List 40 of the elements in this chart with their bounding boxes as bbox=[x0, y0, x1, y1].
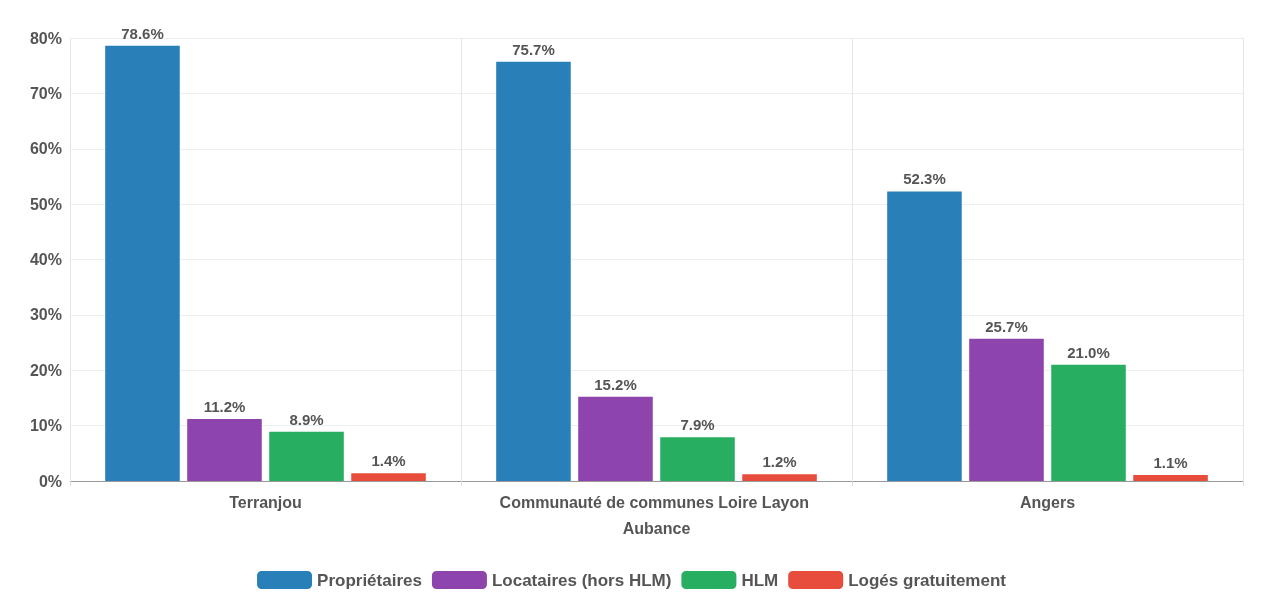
data-label: 52.3% bbox=[903, 170, 946, 188]
bar bbox=[578, 396, 653, 481]
bar bbox=[1051, 364, 1126, 481]
data-label: 1.4% bbox=[371, 452, 406, 470]
bar bbox=[742, 474, 817, 481]
data-label: 7.9% bbox=[680, 416, 715, 434]
y-tick-label: 0% bbox=[38, 472, 62, 490]
legend-label: Locataires (hors HLM) bbox=[491, 570, 672, 590]
x-tick-label: Communauté de communes Loire Layon Aubance bbox=[499, 493, 814, 537]
data-label: 25.7% bbox=[985, 317, 1028, 335]
x-tick-label: Terranjou bbox=[229, 493, 302, 511]
data-label: 21.0% bbox=[1067, 343, 1110, 361]
y-tick-label: 60% bbox=[29, 140, 62, 158]
bar bbox=[496, 61, 571, 481]
y-tick-label: 40% bbox=[29, 251, 62, 268]
x-tick-label: Angers bbox=[1019, 493, 1076, 511]
y-tick-label: 30% bbox=[29, 306, 62, 324]
y-tick-label: 20% bbox=[29, 361, 62, 379]
y-tick-label: 70% bbox=[29, 84, 62, 102]
bar bbox=[1133, 474, 1208, 481]
bar bbox=[187, 418, 262, 481]
data-label: 78.6% bbox=[121, 24, 164, 42]
bar bbox=[887, 191, 962, 481]
bar bbox=[269, 431, 344, 481]
legend-label: Logés gratuitement bbox=[848, 570, 1007, 590]
data-label: 1.2% bbox=[762, 453, 797, 471]
legend-label: HLM bbox=[741, 570, 779, 590]
data-label: 11.2% bbox=[203, 397, 246, 415]
bar bbox=[969, 338, 1044, 481]
bar bbox=[351, 473, 426, 481]
data-label: 8.9% bbox=[289, 410, 324, 428]
data-label: 75.7% bbox=[512, 40, 555, 58]
y-tick-label: 80% bbox=[29, 29, 62, 47]
legend-label: Propriétaires bbox=[317, 570, 422, 590]
y-tick-label: 10% bbox=[29, 417, 62, 435]
bar bbox=[105, 45, 180, 481]
y-tick-label: 50% bbox=[29, 195, 62, 213]
bar bbox=[660, 437, 735, 481]
data-label: 15.2% bbox=[594, 375, 637, 393]
data-label: 1.1% bbox=[1153, 453, 1188, 471]
